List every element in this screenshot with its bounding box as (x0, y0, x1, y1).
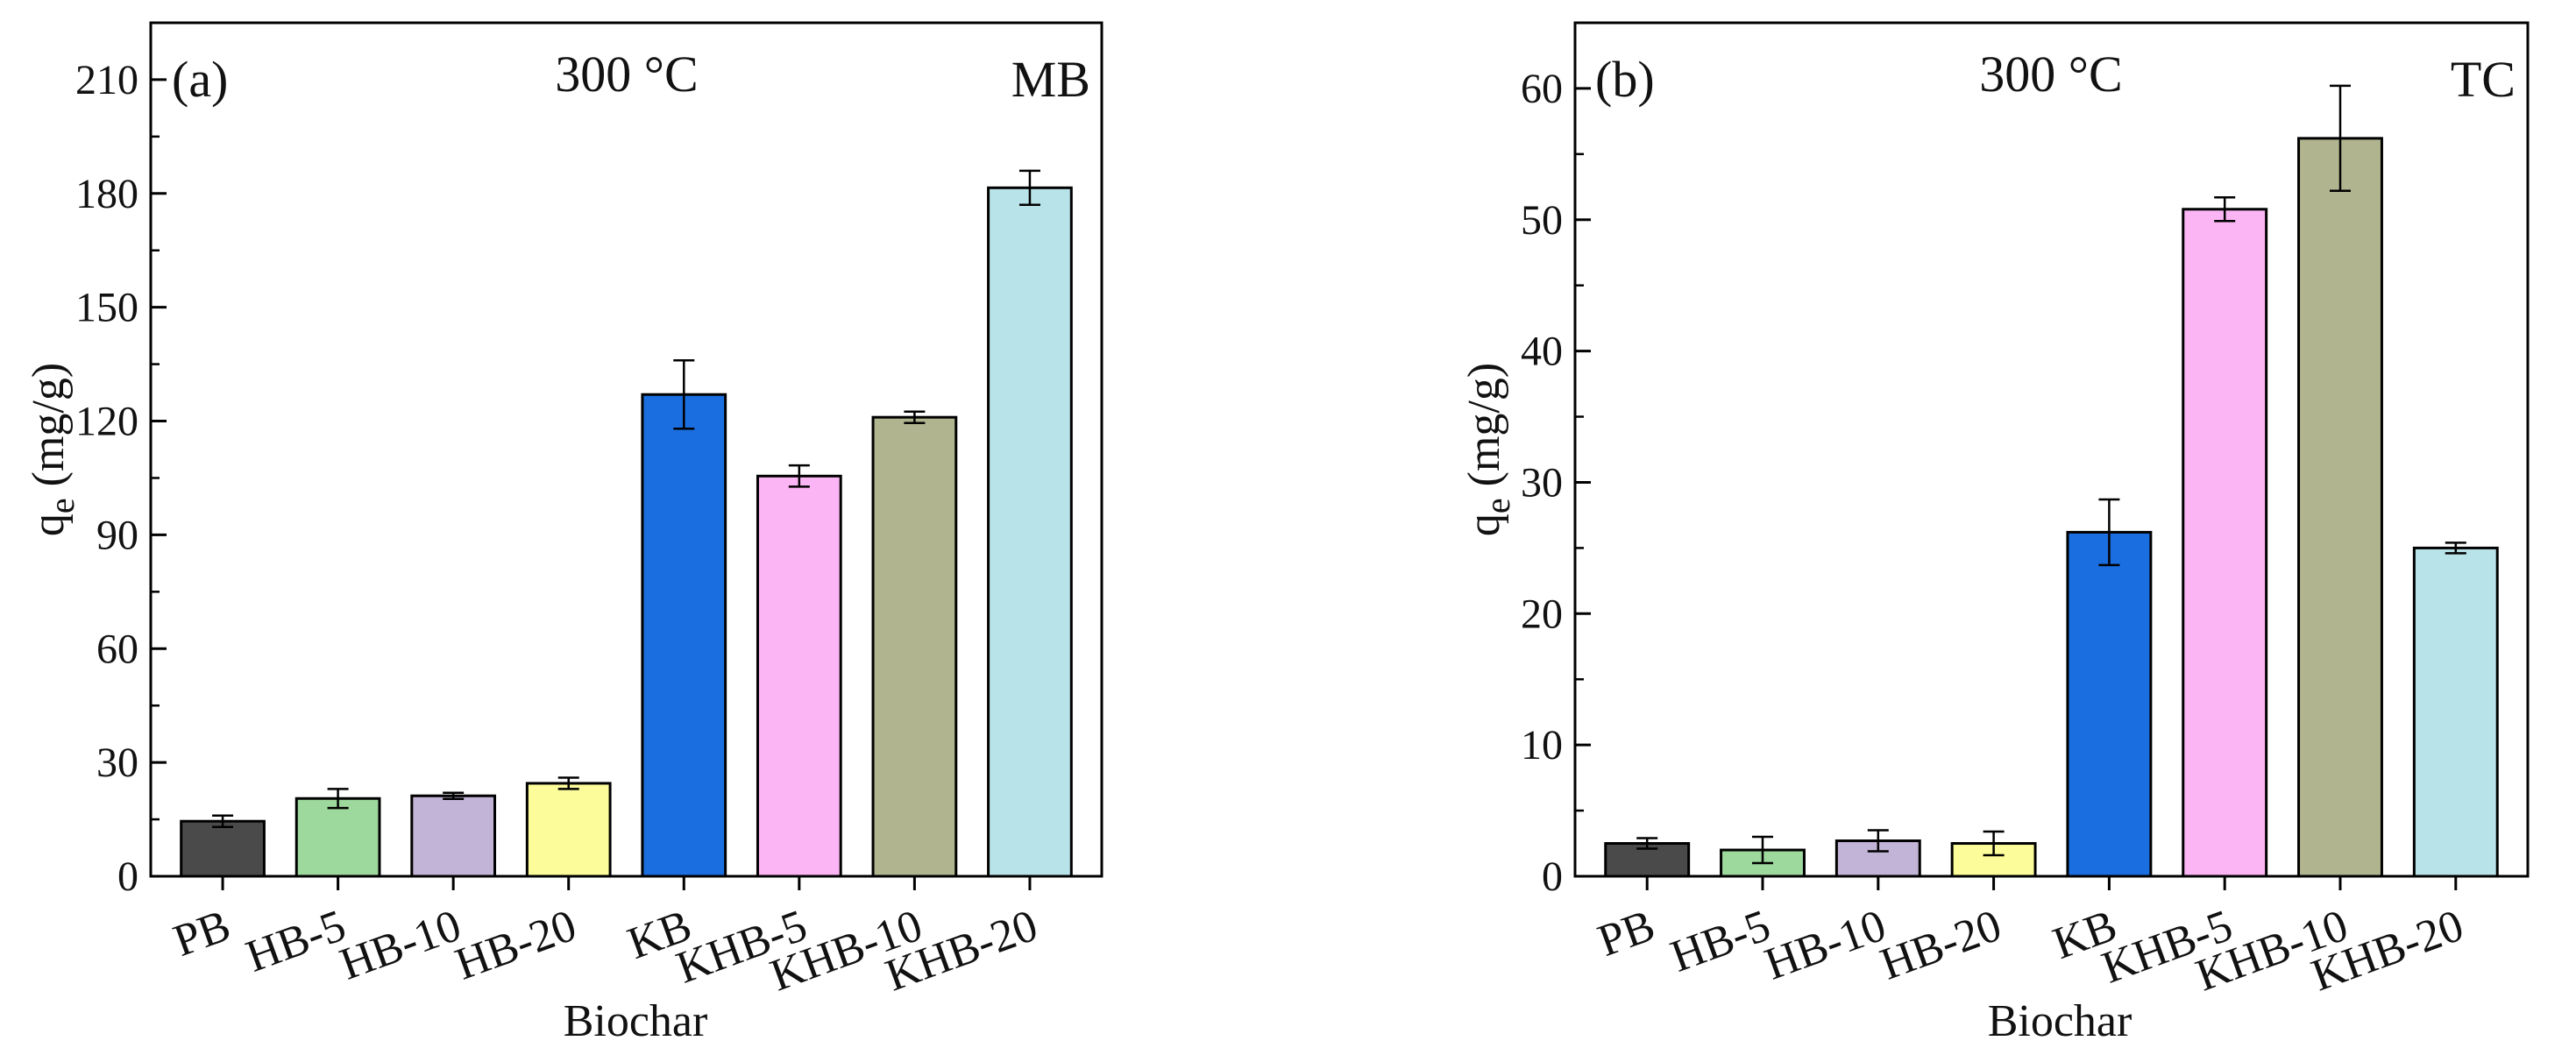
panel-a-plot-frame (149, 21, 1103, 878)
panel-b-y-axis-title-sub: e (1478, 498, 1517, 513)
panel-a-bars (180, 186, 1073, 878)
panel-a-error-bars (212, 169, 1040, 828)
panel-b-y-tick-labels: 0 10 20 30 40 50 60 (1521, 66, 1563, 900)
panel-a-bar-pb (180, 819, 266, 878)
panel-a-tag: (a) (172, 51, 228, 108)
panel-b-y-ticks (1575, 21, 1591, 878)
panel-a-bar-kb (641, 393, 727, 878)
panel-b-category-label-pb: PB (1592, 901, 1661, 966)
panel-a-y-tick-label: 180 (75, 171, 138, 217)
panel-b-y-tick-label: 10 (1521, 722, 1563, 768)
panel-a-y-axis-title-sub: e (42, 498, 82, 513)
panel-b-tag: (b) (1595, 51, 1655, 108)
panel-a-y-tick-label: 120 (75, 399, 138, 445)
panel-a-bar-khb-20 (987, 186, 1073, 878)
panel-b-y-tick-label: 20 (1521, 591, 1563, 637)
panel-b-category-label-hb-10: HB-10 (1758, 901, 1892, 990)
panel-b-category-label-hb-20: HB-20 (1874, 901, 2008, 990)
panel-b-bar-khb-10 (2297, 137, 2383, 878)
panel-b-y-tick-label: 60 (1521, 66, 1563, 112)
panel-a-y-axis-title-q: q (24, 513, 74, 536)
panel-a-bar-hb-10 (410, 794, 497, 878)
panel-b-category-label-hb-5: HB-5 (1664, 901, 1777, 982)
panel-a-bar-khb-5 (756, 474, 842, 878)
panel-a-bar-hb-20 (525, 782, 612, 878)
panel-b-bar-kb (2066, 530, 2153, 878)
panel-b-y-tick-label: 40 (1521, 329, 1563, 375)
panel-a-y-axis-title-unit: (mg/g) (24, 363, 74, 499)
panel-a-category-label-hb-5: HB-5 (240, 901, 352, 982)
panel-b-y-tick-label: 0 (1542, 853, 1563, 900)
panel-b-annotation: TC (2451, 51, 2516, 108)
panel-b-title: 300 °C (1979, 46, 2122, 103)
panel-a-y-tick-labels: 0 30 60 90 120 150 180 210 (75, 57, 138, 900)
panel-a-y-tick-label: 90 (96, 512, 138, 558)
panel-a-x-axis-title: Biochar (564, 996, 708, 1046)
panel-b-y-tick-label: 30 (1521, 459, 1563, 506)
panel-b-y-axis-title: qe (mg/g) (1459, 363, 1517, 536)
panel-b-plot-frame (1573, 21, 2530, 878)
panel-b-x-axis-title: Biochar (1988, 996, 2132, 1046)
panel-b-bar-khb-5 (2182, 208, 2268, 878)
panel-a-category-label-hb-20: HB-20 (449, 901, 583, 990)
panel-a-y-tick-label: 30 (96, 740, 138, 786)
panel-a-x-ticks (221, 876, 1032, 890)
panel-b-bar-khb-20 (2412, 546, 2499, 878)
panel-a-y-ticks (151, 21, 167, 878)
panel-a-y-tick-label: 210 (75, 57, 138, 103)
panel-b-error-bars (1636, 84, 2466, 865)
panel-a-bar-khb-10 (871, 415, 958, 878)
panel-a-y-tick-label: 150 (75, 285, 138, 331)
panel-b-x-ticks (1645, 876, 2458, 890)
panel-a-category-label-pb: PB (167, 901, 237, 966)
panel-b-y-tick-label: 50 (1521, 197, 1563, 244)
panel-b-y-axis-title-unit: (mg/g) (1459, 363, 1509, 499)
panel-a-y-tick-label: 0 (117, 853, 138, 900)
panel-a-category-label-hb-10: HB-10 (334, 901, 468, 990)
panel-a-bar-hb-5 (295, 797, 381, 878)
panel-b-bars (1604, 137, 2499, 878)
panel-a-title: 300 °C (555, 46, 698, 103)
panel-a-annotation: MB (1011, 51, 1090, 108)
panel-a-y-tick-label: 60 (96, 626, 138, 672)
panel-b-y-axis-title-q: q (1459, 513, 1509, 536)
panel-a-y-axis-title: qe (mg/g) (24, 363, 82, 536)
